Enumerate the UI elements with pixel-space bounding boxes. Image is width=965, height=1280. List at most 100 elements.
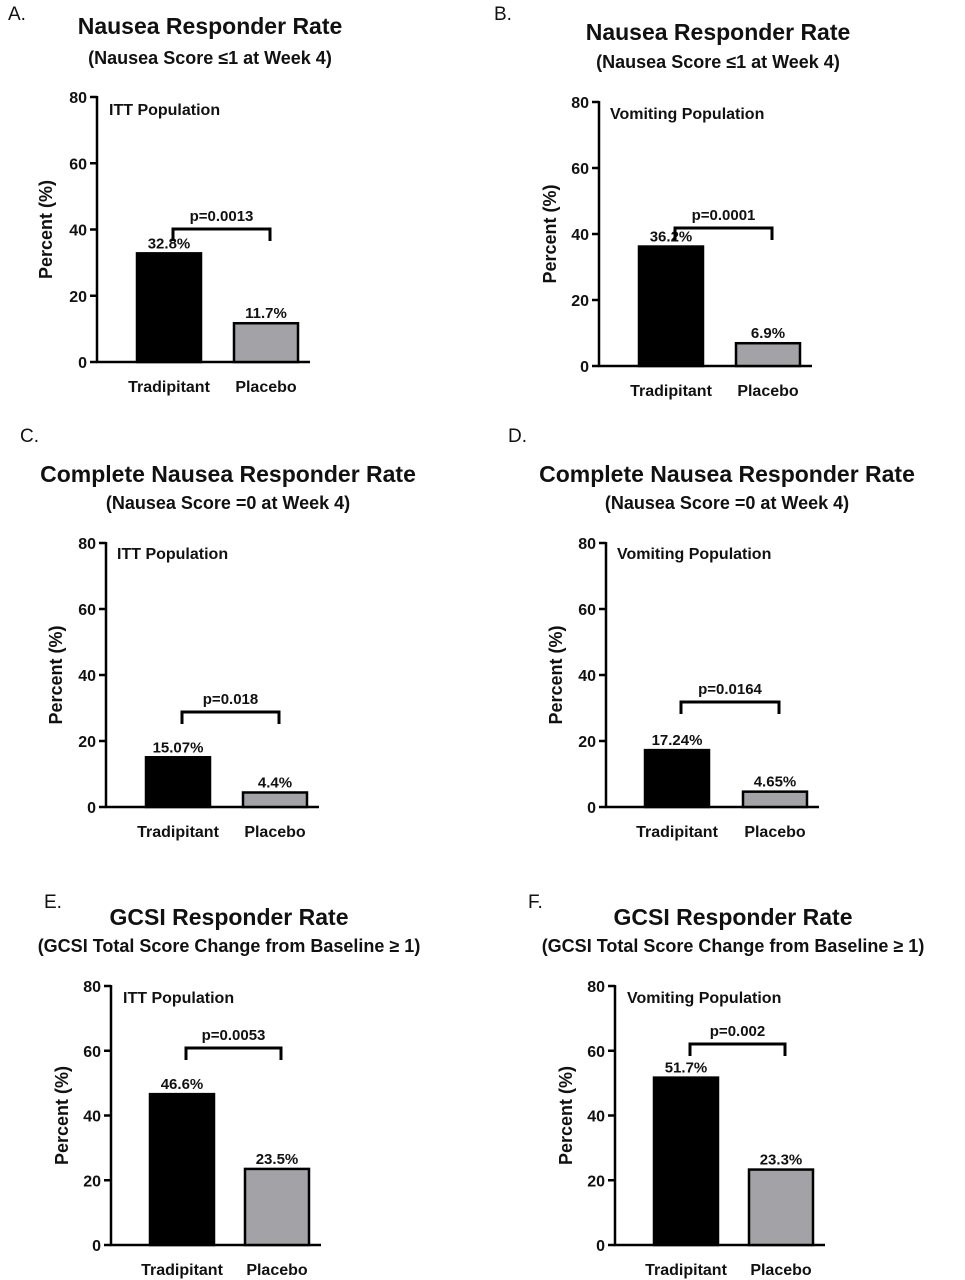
y-tick-label: 20: [83, 1173, 101, 1190]
p-value-label: p=0.018: [203, 691, 258, 708]
chart-title: Complete Nausea Responder Rate: [40, 461, 416, 487]
category-label: Tradipitant: [128, 379, 210, 396]
category-label: Tradipitant: [630, 383, 712, 400]
bar-placebo: [232, 321, 300, 364]
category-label: Placebo: [750, 1262, 812, 1279]
category-label: Placebo: [246, 1262, 308, 1279]
bar-value-label: 32.8%: [148, 235, 191, 252]
y-tick-label: 40: [69, 223, 87, 240]
significance-bracket: [184, 1046, 283, 1060]
p-value-label: p=0.0053: [202, 1027, 266, 1044]
p-value-label: p=0.0164: [698, 681, 762, 698]
bar-value-label: 4.65%: [754, 774, 797, 791]
bar-tradipitant: [637, 245, 705, 368]
bar-placebo: [747, 1168, 815, 1247]
bar-value-label: 23.5%: [256, 1151, 299, 1168]
category-label: Tradipitant: [645, 1262, 727, 1279]
chart-title: GCSI Responder Rate: [614, 904, 853, 930]
y-tick-label: 40: [83, 1109, 101, 1126]
chart-subtitle: (Nausea Score =0 at Week 4): [106, 493, 350, 513]
population-annotation: ITT Population: [117, 546, 228, 563]
significance-bracket: [673, 226, 774, 240]
bar-placebo: [243, 1167, 311, 1247]
category-label: Tradipitant: [141, 1262, 223, 1279]
panel-letter: D.: [508, 426, 527, 447]
chart-title: Nausea Responder Rate: [586, 19, 851, 45]
y-tick-label: 80: [571, 95, 589, 112]
bar-placebo: [241, 791, 309, 809]
bar-tradipitant: [652, 1076, 720, 1247]
y-tick-label: 60: [587, 1044, 605, 1061]
y-tick-label: 80: [78, 536, 96, 553]
bar-value-label: 17.24%: [652, 732, 703, 749]
y-tick-label: 20: [78, 734, 96, 751]
bar-value-label: 15.07%: [153, 739, 204, 756]
bar-value-label: 46.6%: [161, 1076, 204, 1093]
category-label: Placebo: [744, 824, 806, 841]
y-tick-label: 40: [587, 1109, 605, 1126]
y-tick-label: 20: [571, 293, 589, 310]
bar-placebo: [741, 790, 809, 809]
y-axis-label: Percent (%): [52, 1066, 72, 1165]
y-tick-label: 0: [87, 800, 96, 817]
panel-letter: B.: [494, 4, 512, 25]
p-value-label: p=0.0001: [692, 207, 756, 224]
y-axis-label: Percent (%): [546, 625, 566, 724]
population-annotation: ITT Population: [123, 990, 234, 1007]
y-tick-label: 60: [78, 602, 96, 619]
category-label: Tradipitant: [636, 824, 718, 841]
y-tick-label: 40: [78, 668, 96, 685]
panel-letter: F.: [528, 892, 543, 913]
population-annotation: Vomiting Population: [617, 546, 771, 563]
population-annotation: Vomiting Population: [610, 106, 764, 123]
chart-subtitle: (GCSI Total Score Change from Baseline ≥…: [542, 936, 925, 956]
bar-placebo: [734, 341, 802, 368]
y-tick-label: 20: [578, 734, 596, 751]
bar-value-label: 4.4%: [258, 774, 292, 791]
chart-title: Complete Nausea Responder Rate: [539, 461, 915, 487]
y-axis-label: Percent (%): [46, 625, 66, 724]
y-axis-label: Percent (%): [540, 184, 560, 283]
y-tick-label: 80: [69, 90, 87, 107]
bar-tradipitant: [148, 1092, 216, 1247]
significance-bracket: [180, 710, 281, 724]
panel-letter: C.: [20, 426, 39, 447]
p-value-label: p=0.002: [710, 1023, 765, 1040]
y-tick-label: 20: [69, 289, 87, 306]
category-label: Placebo: [737, 383, 799, 400]
chart-subtitle: (Nausea Score =0 at Week 4): [605, 493, 849, 513]
population-annotation: ITT Population: [109, 102, 220, 119]
y-tick-label: 80: [83, 979, 101, 996]
y-tick-label: 0: [587, 800, 596, 817]
category-label: Placebo: [235, 379, 297, 396]
population-annotation: Vomiting Population: [627, 990, 781, 1007]
bar-value-label: 36.2%: [650, 229, 693, 246]
y-tick-label: 40: [571, 227, 589, 244]
category-label: Placebo: [244, 824, 306, 841]
y-tick-label: 0: [78, 355, 87, 372]
chart-title: GCSI Responder Rate: [110, 904, 349, 930]
y-tick-label: 60: [578, 602, 596, 619]
y-axis-label: Percent (%): [36, 180, 56, 279]
y-tick-label: 60: [571, 161, 589, 178]
chart-subtitle: (GCSI Total Score Change from Baseline ≥…: [38, 936, 421, 956]
y-tick-label: 60: [83, 1044, 101, 1061]
y-tick-label: 60: [69, 156, 87, 173]
y-axis-label: Percent (%): [556, 1066, 576, 1165]
y-tick-label: 80: [578, 536, 596, 553]
bar-tradipitant: [135, 252, 203, 364]
y-tick-label: 0: [596, 1238, 605, 1255]
y-tick-label: 0: [580, 359, 589, 376]
y-tick-label: 80: [587, 979, 605, 996]
bar-value-label: 51.7%: [665, 1060, 708, 1077]
bar-value-label: 23.3%: [760, 1152, 803, 1169]
significance-bracket: [688, 1042, 787, 1056]
significance-bracket: [171, 227, 272, 241]
panel-letter: E.: [44, 892, 62, 913]
panel-letter: A.: [8, 4, 26, 25]
p-value-label: p=0.0013: [190, 208, 254, 225]
bar-tradipitant: [643, 748, 711, 809]
y-tick-label: 40: [578, 668, 596, 685]
chart-title: Nausea Responder Rate: [78, 13, 343, 39]
